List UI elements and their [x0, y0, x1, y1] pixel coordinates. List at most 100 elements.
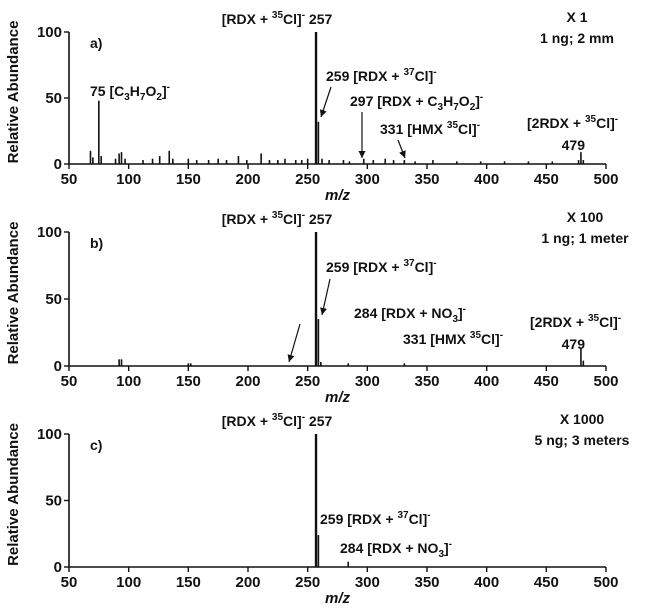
annotation-fragment: 7 — [140, 92, 146, 103]
annotation-fragment: 37 — [403, 258, 415, 269]
annotation-fragment: Cl] — [599, 314, 618, 330]
x-tick-label: 100 — [116, 171, 141, 188]
y-tick-label: 100 — [37, 224, 62, 241]
annotation-fragment: - — [463, 304, 466, 315]
annotation-fragment: - — [449, 539, 452, 550]
annotation-fragment: - — [302, 10, 305, 21]
annotation-fragment: - — [433, 258, 436, 269]
x-axis-label: m/z — [325, 389, 351, 406]
x-tick-label: 50 — [61, 574, 78, 591]
peak-annotation: 479 — [562, 336, 586, 352]
annotation-fragment: 35 — [272, 210, 284, 221]
x-tick-label: 50 — [61, 171, 78, 188]
annotation-fragment: 479 — [562, 137, 586, 153]
x-tick-label: 200 — [235, 171, 260, 188]
annotation-fragment: 331 [HMX — [380, 121, 447, 137]
y-tick-label: 0 — [54, 358, 62, 375]
annotation-fragment: 2 — [156, 92, 162, 103]
annotation-fragment: 3 — [124, 92, 130, 103]
annotation-fragment: Cl] — [596, 115, 615, 131]
x-axis-label: m/z — [325, 590, 351, 607]
y-axis-label: Relative Abundance — [5, 423, 22, 566]
x-tick-label: 100 — [116, 574, 141, 591]
x-tick-label: 350 — [414, 574, 439, 591]
peak-annotation: 75 [C3H7O2]- — [90, 82, 170, 103]
annotation-fragment: 35 — [272, 412, 284, 423]
panel-note: 1 ng; 1 meter — [541, 230, 629, 246]
x-tick-label: 150 — [176, 171, 201, 188]
x-tick-label: 250 — [295, 373, 320, 390]
annotation-fragment: 3 — [438, 549, 444, 560]
annotation-fragment: 3 — [452, 314, 458, 325]
panel-note: 5 ng; 3 meters — [535, 432, 630, 448]
annotation-fragment: 259 [RDX + — [326, 68, 403, 84]
x-tick-label: 500 — [593, 574, 618, 591]
annotation-fragment: - — [480, 92, 483, 103]
annotation-fragment: Cl] — [458, 121, 477, 137]
annotation-fragment: 35 — [272, 10, 284, 21]
annotation-fragment: Cl] — [415, 68, 434, 84]
annotation-fragment: [RDX + — [222, 413, 272, 429]
y-tick-label: 0 — [54, 156, 62, 173]
annotation-fragment: 35 — [447, 120, 459, 131]
annotation-fragment: - — [615, 114, 618, 125]
annotation-fragment: 259 [RDX + — [320, 511, 397, 527]
annotation-fragment: ] — [475, 93, 480, 109]
panel-label: a) — [90, 35, 102, 51]
peak-annotation: [2RDX + 35Cl]- — [530, 313, 621, 330]
panel-label: b) — [90, 235, 103, 251]
x-tick-label: 150 — [176, 574, 201, 591]
annotation-fragment: 7 — [453, 102, 459, 113]
annotation-fragment: ] — [162, 83, 167, 99]
y-tick-label: 100 — [37, 24, 62, 41]
peak-annotation: [RDX + 35Cl]- 257 — [222, 10, 333, 27]
annotation-fragment: Cl] — [283, 211, 302, 227]
x-tick-label: 250 — [295, 171, 320, 188]
peak-annotation: 331 [HMX 35Cl]- — [380, 120, 480, 137]
panel-note: X 1000 — [560, 411, 605, 427]
annotation-fragment: 257 — [305, 413, 332, 429]
arrowhead — [320, 307, 327, 315]
annotation-fragment: O — [145, 83, 156, 99]
x-tick-label: 300 — [355, 574, 380, 591]
peak-annotation: 284 [RDX + NO3]- — [354, 304, 466, 325]
arrowhead — [287, 354, 295, 362]
x-tick-label: 450 — [534, 574, 559, 591]
peak-annotation: 259 [RDX + 37Cl]- — [326, 67, 437, 84]
annotation-fragment: 297 [RDX + C — [350, 93, 438, 109]
x-axis-label: m/z — [325, 187, 351, 204]
peak-annotation: 297 [RDX + C3H7O2]- — [350, 92, 483, 113]
annotation-fragment: - — [302, 210, 305, 221]
x-tick-label: 450 — [534, 373, 559, 390]
annotation-fragment: 284 [RDX + NO — [354, 305, 453, 321]
x-tick-label: 200 — [235, 373, 260, 390]
annotation-fragment: Cl] — [409, 511, 428, 527]
annotation-fragment: 257 — [305, 211, 332, 227]
annotation-fragment: - — [167, 82, 170, 93]
peak-annotation: 331 [HMX 35Cl]- — [403, 330, 503, 347]
x-tick-label: 350 — [414, 171, 439, 188]
annotation-fragment: 35 — [585, 114, 597, 125]
panel-note: X 100 — [567, 209, 604, 225]
x-tick-label: 250 — [295, 574, 320, 591]
x-tick-label: 100 — [116, 373, 141, 390]
annotation-fragment: - — [618, 313, 621, 324]
annotation-fragment: - — [433, 67, 436, 78]
annotation-fragment: - — [477, 120, 480, 131]
y-tick-label: 100 — [37, 426, 62, 443]
arrowhead — [358, 151, 366, 158]
peak-annotation: [RDX + 35Cl]- 257 — [222, 210, 333, 227]
annotation-fragment: O — [459, 93, 470, 109]
annotation-fragment: 284 [RDX + NO — [340, 540, 439, 556]
annotation-fragment: - — [500, 330, 503, 341]
annotation-fragment: ] — [458, 305, 463, 321]
x-tick-label: 450 — [534, 171, 559, 188]
x-tick-label: 300 — [355, 171, 380, 188]
panel-note: X 1 — [566, 9, 587, 25]
peak-annotation: 479 — [562, 137, 586, 153]
x-tick-label: 300 — [355, 373, 380, 390]
annotation-fragment: 37 — [403, 67, 415, 78]
peak-annotation: [RDX + 35Cl]- 257 — [222, 412, 333, 429]
arrowhead — [399, 150, 406, 158]
y-tick-label: 50 — [45, 493, 62, 510]
